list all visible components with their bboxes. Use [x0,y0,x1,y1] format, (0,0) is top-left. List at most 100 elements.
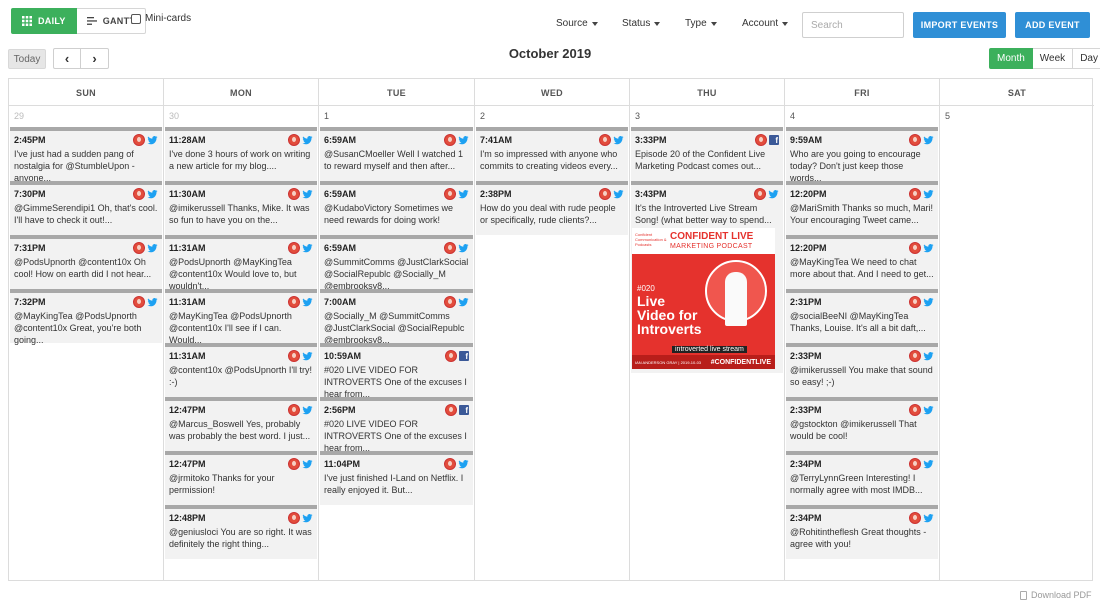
twitter-icon [147,189,158,198]
day-cell[interactable]: 2 7:41AM I'm so impressed with anyone who … [475,106,630,580]
top-toolbar: DAILY GANTT Mini-cards Source Status Typ… [0,0,1100,44]
event-card[interactable]: 11:30AM @imikerussell Thanks, Mike. It wa… [165,181,317,235]
next-month-button[interactable]: › [81,48,109,69]
type-filter[interactable]: Type [685,18,717,29]
add-event-button[interactable]: ADD EVENT [1015,12,1090,38]
event-text: @TerryLynnGreen Interesting! I normally … [790,473,923,495]
day-cell[interactable]: 3 3:33PM f Episode 20 of the Confident Live… [630,106,785,580]
day-cell[interactable]: 4 9:59AM Who are you going to encourage to… [785,106,940,580]
event-card[interactable]: 11:31AM @PodsUpnorth @MayKingTea @content… [165,235,317,291]
event-card[interactable]: 2:33PM @imikerussell You make that sound … [786,343,938,397]
event-card[interactable]: 6:59AM @SummitComms @JustClarkSocial @Soc… [320,235,473,291]
event-card[interactable]: 7:31PM @PodsUpnorth @content10x Oh cool! … [10,235,162,289]
event-text: #020 LIVE VIDEO FOR INTROVERTS One of th… [324,419,467,453]
event-card[interactable]: 7:41AM I'm so impressed with anyone who c… [476,127,628,181]
event-card[interactable]: 11:31AM @content10x @PodsUpnorth I'll try… [165,343,317,397]
today-button[interactable]: Today [8,49,46,69]
account-filter-label: Account [742,18,779,29]
event-card[interactable]: 11:31AM @MayKingTea @PodsUpnorth @content… [165,289,317,345]
event-time: 6:59AM [324,189,357,199]
weekday-wed: WED [475,79,630,106]
prev-month-button[interactable]: ‹ [53,48,81,69]
event-card[interactable]: 12:48PM @geniusloci You are so right. It … [165,505,317,559]
month-range-button[interactable]: Month [989,48,1033,69]
event-time: 3:43PM [635,189,667,199]
event-card[interactable]: 7:30PM @GimmeSerendipi1 Oh, that's cool. … [10,181,162,235]
event-icons [599,134,624,146]
event-time: 12:20PM [790,243,827,253]
mini-cards-checkbox[interactable] [131,13,141,24]
event-card[interactable]: 11:04PM I've just finished I-Land on Netf… [320,451,473,505]
daily-view-button[interactable]: DAILY [11,8,77,34]
event-text: I've just had a sudden pang of nostalgia… [14,149,135,183]
day-number: 2 [480,111,486,121]
event-text: @MariSmith Thanks so much, Mari! Your en… [790,203,934,225]
day-cell[interactable]: 30 11:28AM I've done 3 hours of work on wr… [164,106,319,580]
day-range-button[interactable]: Day [1073,48,1100,69]
avatar-icon [444,188,456,200]
event-time: 7:31PM [14,243,46,253]
event-text: @PodsUpnorth @MayKingTea @content10x Wou… [169,257,297,291]
day-cell[interactable]: 29 2:45PM I've just had a sudden pang of n… [9,106,164,580]
source-filter[interactable]: Source [556,18,598,29]
event-list: 3:33PM f Episode 20 of the Confident Live … [631,127,783,373]
event-card[interactable]: 9:59AM Who are you going to encourage tod… [786,127,938,183]
event-text: @SummitComms @JustClarkSocial @SocialRep… [324,257,469,291]
event-card[interactable]: 2:38PM How do you deal with rude people o… [476,181,628,235]
avatar-icon [445,404,457,416]
event-icons [288,512,313,524]
weekday-thu: THU [630,79,785,106]
event-card[interactable]: 6:59AM @SusanCMoeller Well I watched 1 to… [320,127,473,181]
twitter-icon [458,459,469,468]
event-icons [444,188,469,200]
event-card[interactable]: 2:34PM @TerryLynnGreen Interesting! I nor… [786,451,938,505]
weekday-header: SUN MON TUE WED THU FRI SAT [9,79,1094,106]
account-filter[interactable]: Account [742,18,789,29]
event-card[interactable]: 12:20PM @MariSmith Thanks so much, Mari! … [786,181,938,235]
event-card[interactable]: 3:43PM It's the Introverted Live Stream S… [631,181,783,373]
event-time: 11:31AM [169,297,206,307]
event-card[interactable]: 7:32PM @MayKingTea @PodsUpnorth @content1… [10,289,162,345]
weekday-sat: SAT [1007,87,1027,98]
download-pdf-link[interactable]: Download PDF [1020,590,1092,600]
event-time: 7:00AM [324,297,357,307]
event-card[interactable]: 2:31PM @socialBeeNI @MayKingTea Thanks, L… [786,289,938,343]
cover-person [725,272,747,326]
event-card[interactable]: 2:33PM @gstockton @imikerussell That woul… [786,397,938,451]
day-cell[interactable]: 1 6:59AM @SusanCMoeller Well I watched 1 t… [319,106,475,580]
event-icons [444,458,469,470]
event-icons [909,458,934,470]
caret-down-icon [782,21,789,26]
grid-icon [22,16,32,26]
event-icons [288,134,313,146]
event-card[interactable]: 12:20PM @MayKingTea We need to chat more … [786,235,938,289]
event-card[interactable]: 11:28AM I've done 3 hours of work on writ… [165,127,317,181]
event-card[interactable]: 7:00AM @Socially_M @SummitComms @JustClar… [320,289,473,345]
date-navigation: ‹ › [53,48,109,69]
event-card[interactable]: 2:45PM I've just had a sudden pang of nos… [10,127,162,183]
event-card[interactable]: 6:59AM @KudaboVictory Sometimes we need r… [320,181,473,235]
import-events-button[interactable]: IMPORT EVENTS [913,12,1006,38]
event-text: @MayKingTea We need to chat more about t… [790,257,934,279]
podcast-cover-image[interactable]: Confident Communication & Podcasts CONFID… [632,228,775,369]
event-card[interactable]: 2:56PM f #020 LIVE VIDEO FOR INTROVERTS On… [320,397,473,453]
event-icons [288,188,313,200]
avatar-icon [909,350,921,362]
day-cell[interactable]: 5 [940,106,1094,580]
status-filter[interactable]: Status [622,18,661,29]
event-card[interactable]: 12:47PM @jrmitoko Thanks for your permiss… [165,451,317,505]
event-card[interactable]: 10:59AM f #020 LIVE VIDEO FOR INTROVERTS O… [320,343,473,399]
event-card[interactable]: 2:34PM @Rohitintheflesh Great thoughts - … [786,505,938,559]
search-input[interactable] [802,12,904,38]
event-card[interactable]: 3:33PM f Episode 20 of the Confident Live … [631,127,783,181]
event-card[interactable]: 12:47PM @Marcus_Boswell Yes, probably was… [165,397,317,451]
avatar-icon [599,134,611,146]
mini-cards-toggle[interactable]: Mini-cards [131,13,191,24]
calendar-grid: SUN MON TUE WED THU FRI SAT 29 2:45PM I've just … [8,78,1094,581]
event-list: 11:28AM I've done 3 hours of work on writ… [165,127,317,559]
event-icons [909,242,934,254]
event-icons [909,134,934,146]
avatar-icon [288,404,300,416]
event-list: 6:59AM @SusanCMoeller Well I watched 1 to… [320,127,473,505]
week-range-button[interactable]: Week [1032,48,1074,69]
